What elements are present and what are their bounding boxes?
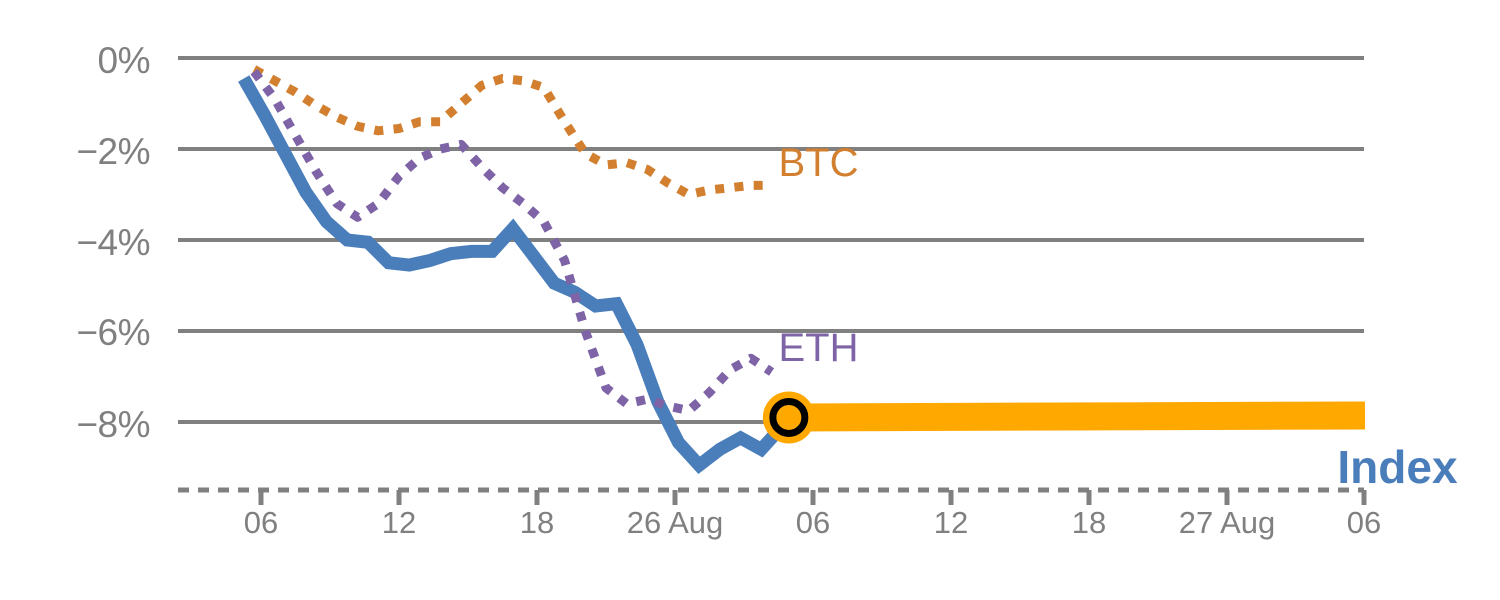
series-line-btc: [251, 65, 772, 199]
x-tick-label-8: 06: [1346, 505, 1382, 540]
x-tick-label-5: 12: [933, 505, 969, 540]
series-line-index: [238, 75, 795, 475]
y-tick-label-3: −6%: [76, 312, 150, 353]
y-tick-label-1: −2%: [76, 131, 150, 172]
series-label-index: Index: [1337, 440, 1458, 493]
x-tick-label-4: 06: [795, 505, 831, 540]
series-label-btc: BTC: [778, 141, 859, 186]
y-tick-label-4: −8%: [76, 404, 150, 445]
x-tick-label-6: 18: [1071, 505, 1107, 540]
forecast-band: [788, 401, 1366, 432]
x-tick-label-3: 26 Aug: [626, 505, 724, 540]
index-end-marker-ring: [769, 397, 809, 437]
series-label-eth: ETH: [778, 325, 859, 370]
series-line-eth: [250, 68, 775, 416]
x-tick-label-2: 18: [519, 505, 555, 540]
x-tick-label-7: 27 Aug: [1178, 505, 1276, 540]
y-tick-label-2: −4%: [76, 222, 150, 263]
y-tick-label-0: 0%: [97, 40, 151, 81]
x-tick-label-1: 12: [381, 505, 417, 540]
x-tick-label-0: 06: [243, 505, 279, 540]
